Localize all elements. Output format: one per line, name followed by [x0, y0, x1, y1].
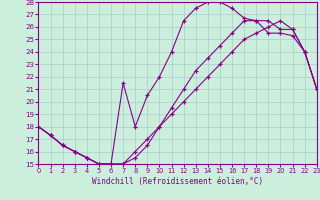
X-axis label: Windchill (Refroidissement éolien,°C): Windchill (Refroidissement éolien,°C) — [92, 177, 263, 186]
